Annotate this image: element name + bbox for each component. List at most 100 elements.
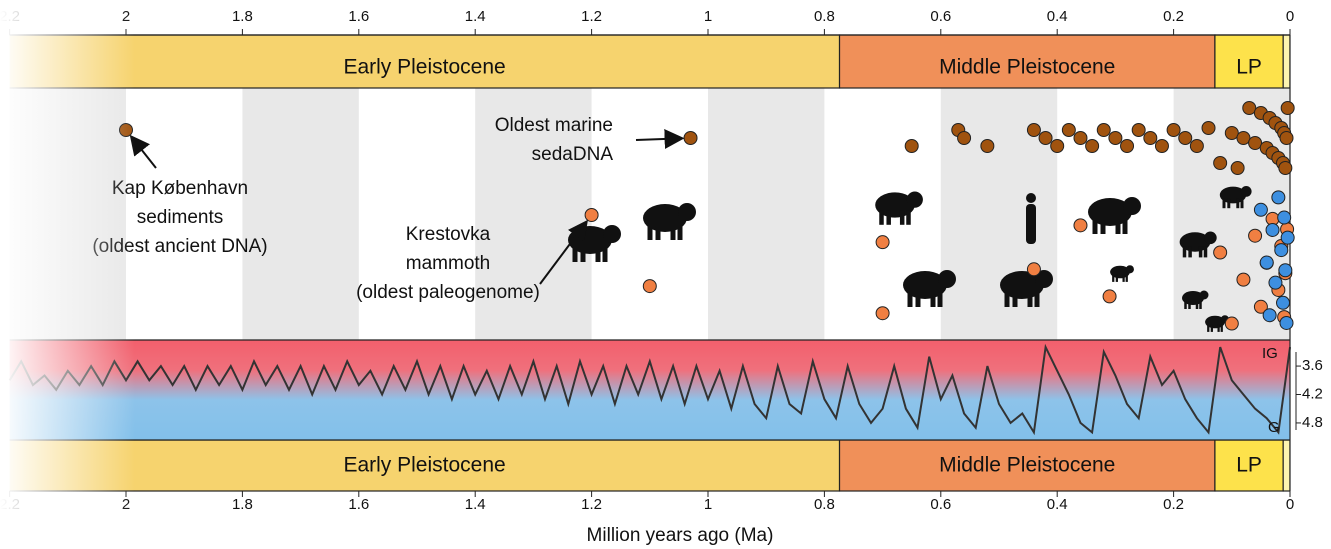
data-point [1268, 275, 1283, 290]
animal-leg [670, 224, 676, 240]
animal-leg [1100, 218, 1106, 234]
data-point [1224, 316, 1239, 331]
data-point [1280, 101, 1295, 115]
data-point [1248, 228, 1263, 243]
animal-head [678, 203, 696, 221]
animal-leg [1222, 198, 1226, 209]
annotation-arrow [635, 128, 685, 149]
animal-head [1204, 231, 1217, 245]
human-head [1026, 193, 1036, 203]
x-tick-label: 1.2 [581, 496, 602, 513]
y2-tick-label: 3.6 [1302, 357, 1323, 374]
data-point [1276, 295, 1291, 310]
x-tick-label: 0.4 [1047, 496, 1068, 513]
x-tick-label: 1.6 [348, 8, 369, 25]
epoch-label: Early Pleistocene [343, 454, 505, 477]
glacial-label: G [1268, 419, 1280, 436]
animal-leg [1115, 218, 1121, 234]
data-point [1253, 299, 1268, 314]
animal-leg [1027, 291, 1033, 307]
animal-leg [1210, 324, 1213, 332]
data-point [1073, 218, 1088, 233]
data-point [1230, 161, 1245, 175]
data-point [1026, 123, 1041, 137]
animal-leg [1122, 218, 1128, 234]
data-point [1026, 262, 1041, 277]
animal-leg [1188, 246, 1192, 258]
data-point [1189, 139, 1204, 153]
epoch-label: Middle Pleistocene [939, 454, 1115, 477]
epoch-band [1282, 439, 1291, 492]
animal-leg [886, 210, 891, 225]
data-point [1073, 131, 1088, 145]
data-point [1131, 123, 1146, 137]
animal-leg [1125, 274, 1128, 282]
annotation: Krestovka [406, 224, 491, 245]
x-tick-label: 0.6 [930, 496, 951, 513]
data-point [1102, 289, 1117, 304]
animal-leg [915, 291, 921, 307]
animal-head [906, 191, 923, 208]
animal-body [875, 192, 915, 218]
animal-silhouette [1088, 197, 1141, 234]
x-tick-label: 0.2 [1163, 8, 1184, 25]
animal-body [1219, 186, 1247, 204]
data-point [1248, 136, 1263, 150]
animal-leg [906, 210, 911, 225]
animal-body [1110, 265, 1130, 279]
animal-leg [1122, 274, 1125, 282]
animal-silhouette [568, 225, 621, 262]
animal-leg [1012, 291, 1018, 307]
animal-leg [899, 210, 905, 225]
x-tick-label: 1.6 [348, 496, 369, 513]
grey-band [242, 88, 359, 340]
x-tick-label: 0.2 [1163, 496, 1184, 513]
epoch-label: LP [1236, 454, 1262, 477]
animal-silhouette [1219, 186, 1252, 209]
animal-head [938, 270, 956, 288]
data-point [1277, 210, 1292, 225]
data-point [1278, 161, 1293, 175]
epoch-band [9, 34, 841, 89]
x-tick-label: 0 [1286, 8, 1294, 25]
data-point [875, 235, 890, 250]
data-point [1108, 131, 1123, 145]
animal-leg [647, 224, 653, 240]
data-point [1278, 263, 1293, 278]
animal-leg [602, 246, 608, 262]
animal-body [1179, 232, 1211, 252]
animal-head [603, 225, 621, 243]
annotation: sediments [137, 207, 224, 228]
data-point [1213, 156, 1228, 170]
animal-leg [1198, 246, 1203, 258]
epoch-band [1214, 439, 1284, 492]
animal-leg [1034, 291, 1040, 307]
data-point [980, 139, 995, 153]
animal-leg [1004, 291, 1010, 307]
animal-leg [907, 291, 913, 307]
data-point [1224, 126, 1239, 140]
data-point [1154, 139, 1169, 153]
data-point [957, 131, 972, 145]
overlays [0, 0, 135, 520]
data-point [904, 139, 919, 153]
animal-leg [1220, 324, 1223, 332]
animal-leg [1240, 198, 1244, 209]
data-point [1061, 123, 1076, 137]
grey-band [708, 88, 825, 340]
annotation-arrow [129, 134, 157, 169]
marks: 2.22.2221.81.81.61.61.41.41.21.2110.80.8… [0, 8, 1323, 513]
animal-head [1035, 270, 1053, 288]
animal-silhouette [875, 191, 923, 225]
animal-silhouette [643, 203, 696, 240]
animal-leg [1112, 274, 1115, 282]
x-tick-label: 0.6 [930, 8, 951, 25]
x-tick-label: 1.8 [232, 8, 253, 25]
interglacial-label: IG [1262, 345, 1278, 362]
annotation: sedaDNA [532, 144, 614, 165]
animal-body [1000, 271, 1044, 299]
animal-leg [1115, 274, 1118, 282]
x-tick-label: 1.4 [465, 8, 486, 25]
annotation: Kap København [112, 178, 248, 199]
animal-silhouette [1182, 290, 1209, 309]
